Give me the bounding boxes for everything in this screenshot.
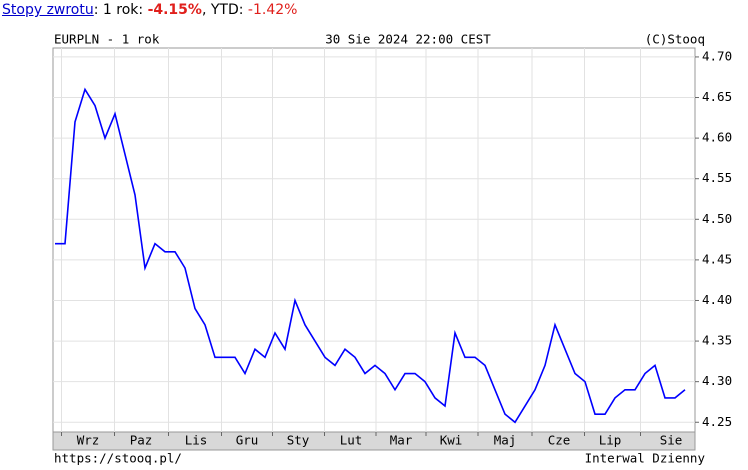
footer-interval: Interwal Dzienny (585, 451, 706, 466)
y-tick-label: 4.45 (702, 251, 732, 266)
y-tick-label: 4.50 (702, 211, 732, 226)
y-tick-label: 4.25 (702, 414, 732, 429)
chart-credit: (C)Stooq (645, 32, 705, 47)
y-tick-label: 4.35 (702, 333, 732, 348)
x-tick-label: Sty (287, 433, 310, 448)
x-tick-label: Cze (548, 433, 571, 448)
returns-link[interactable]: Stopy zwrotu (2, 2, 94, 18)
x-tick-label: Maj (494, 433, 517, 448)
x-tick-label: Lip (599, 433, 622, 448)
x-axis-band (52, 431, 696, 451)
x-tick-label: Gru (236, 433, 259, 448)
y-tick-label: 4.60 (702, 130, 732, 145)
chart-date: 30 Sie 2024 22:00 CEST (325, 32, 491, 47)
returns-text: : 1 rok: (93, 2, 148, 18)
returns-bar: Stopy zwrotu: 1 rok: -4.15%, YTD: -1.42% (2, 2, 297, 18)
y-tick-label: 4.65 (702, 89, 732, 104)
y-tick-label: 4.55 (702, 170, 732, 185)
x-tick-label: Lis (185, 433, 208, 448)
returns-value: -1.42% (247, 2, 298, 18)
x-tick-label: Mar (390, 433, 413, 448)
x-tick-label: Lut (340, 433, 363, 448)
price-line (55, 87, 686, 424)
y-tick-label: 4.70 (702, 48, 732, 63)
returns-value: -4.15% (147, 2, 202, 18)
y-tick-label: 4.30 (702, 373, 732, 388)
returns-text: , YTD: (201, 2, 248, 18)
x-tick-label: Paz (130, 433, 153, 448)
y-tick-label: 4.40 (702, 292, 732, 307)
x-tick-label: Wrz (77, 433, 100, 448)
x-tick-label: Kwi (440, 433, 463, 448)
plot-area (52, 47, 696, 433)
footer-url: https://stooq.pl/ (54, 451, 182, 466)
x-tick-label: Sie (660, 433, 683, 448)
chart-title: EURPLN - 1 rok (54, 32, 160, 47)
